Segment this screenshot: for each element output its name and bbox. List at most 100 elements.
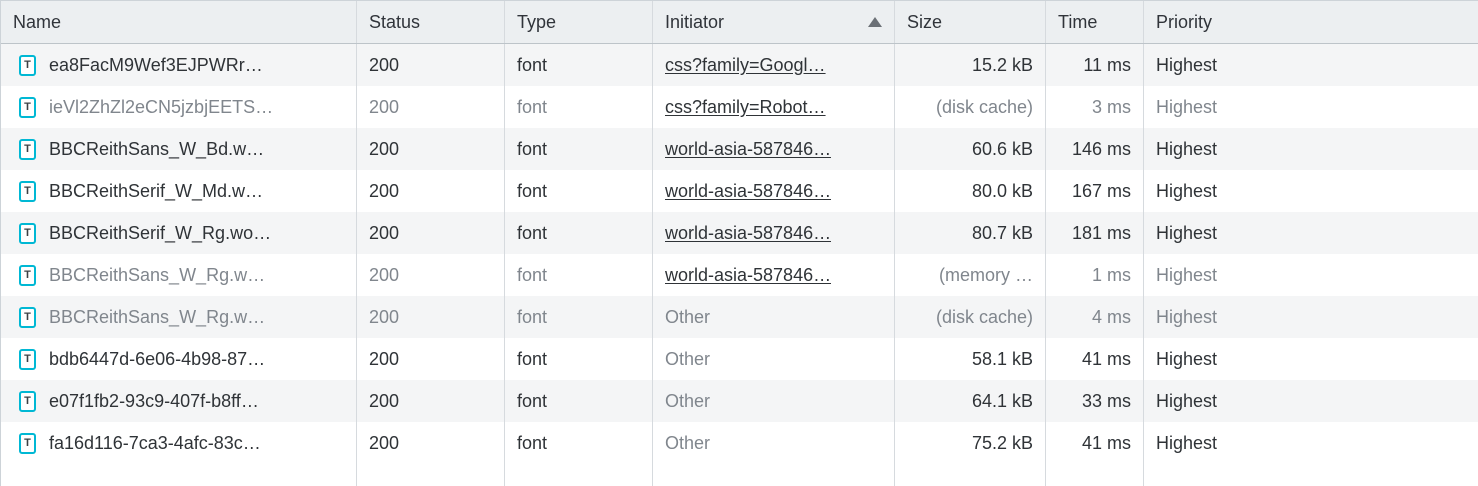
cell-priority-text: Highest (1156, 432, 1218, 453)
resource-name: BBCReithSans_W_Rg.w… (49, 306, 266, 327)
cell-time: 4 ms (1046, 296, 1144, 338)
cell-priority: Highest (1144, 44, 1478, 86)
cell-initiator[interactable]: world-asia-587846… (653, 254, 895, 296)
cell-initiator[interactable]: Other (653, 380, 895, 422)
cell-type: font (505, 170, 653, 212)
cell-status: 200 (357, 170, 505, 212)
font-resource-icon: T (19, 348, 36, 370)
cell-size: 75.2 kB (895, 422, 1046, 464)
sort-ascending-triangle-icon[interactable] (868, 17, 882, 27)
cell-initiator[interactable]: Other (653, 296, 895, 338)
font-resource-icon: T (19, 306, 36, 328)
cell-name[interactable]: T BBCReithSans_W_Rg.w… (1, 254, 357, 296)
cell-status: 200 (357, 44, 505, 86)
resource-name: BBCReithSans_W_Rg.w… (49, 264, 266, 285)
cell-initiator[interactable]: world-asia-587846… (653, 212, 895, 254)
cell-priority: Highest (1144, 296, 1478, 338)
cell-priority-text: Highest (1156, 348, 1218, 369)
cell-priority: Highest (1144, 86, 1478, 128)
empty-cell (653, 464, 895, 486)
cell-initiator[interactable]: Other (653, 422, 895, 464)
cell-status: 200 (357, 338, 505, 380)
cell-time: 41 ms (1046, 338, 1144, 380)
cell-status-text: 200 (369, 390, 400, 411)
initiator-link[interactable]: css?family=Googl… (665, 54, 826, 75)
cell-initiator[interactable]: world-asia-587846… (653, 170, 895, 212)
cell-name[interactable]: T BBCReithSans_W_Bd.w… (1, 128, 357, 170)
cell-initiator[interactable]: Other (653, 338, 895, 380)
column-header-label: Status (369, 11, 421, 32)
cell-status: 200 (357, 128, 505, 170)
initiator-label: Other (665, 306, 711, 327)
font-resource-icon: T (19, 390, 36, 412)
column-header-time[interactable]: Time (1046, 1, 1144, 43)
cell-size: (disk cache) (895, 296, 1046, 338)
cell-initiator[interactable]: world-asia-587846… (653, 128, 895, 170)
resource-name: ieVl2ZhZl2eCN5jzbjEETS… (49, 96, 274, 117)
table-row[interactable]: T BBCReithSans_W_Rg.w… 200 font world-asia-5… (1, 254, 1478, 296)
resource-name: BBCReithSerif_W_Rg.wo… (49, 222, 272, 243)
cell-time-text: 4 ms (1091, 306, 1131, 327)
resource-name: BBCReithSans_W_Bd.w… (49, 138, 265, 159)
cell-size: 80.0 kB (895, 170, 1046, 212)
cell-type: font (505, 44, 653, 86)
cell-time: 167 ms (1046, 170, 1144, 212)
empty-cell (357, 464, 505, 486)
cell-status: 200 (357, 212, 505, 254)
cell-status-text: 200 (369, 138, 400, 159)
table-header-row: Name Status Type Initiator Size Time Priority (1, 1, 1478, 44)
column-header-name[interactable]: Name (1, 1, 357, 43)
cell-initiator[interactable]: css?family=Robot… (653, 86, 895, 128)
cell-name[interactable]: T BBCReithSerif_W_Rg.wo… (1, 212, 357, 254)
cell-time: 1 ms (1046, 254, 1144, 296)
cell-size-text: 80.7 kB (971, 222, 1033, 243)
cell-status-text: 200 (369, 264, 400, 285)
cell-size-text: 64.1 kB (971, 390, 1033, 411)
initiator-link[interactable]: world-asia-587846… (665, 180, 832, 201)
initiator-link[interactable]: world-asia-587846… (665, 264, 832, 285)
column-header-size[interactable]: Size (895, 1, 1046, 43)
initiator-link[interactable]: css?family=Robot… (665, 96, 826, 117)
column-header-initiator[interactable]: Initiator (653, 1, 895, 43)
cell-time-text: 3 ms (1091, 96, 1131, 117)
table-row[interactable]: T BBCReithSans_W_Bd.w… 200 font world-asia-5… (1, 128, 1478, 170)
cell-priority-text: Highest (1156, 264, 1218, 285)
cell-type: font (505, 380, 653, 422)
column-header-priority[interactable]: Priority (1144, 1, 1478, 43)
cell-initiator[interactable]: css?family=Googl… (653, 44, 895, 86)
initiator-link[interactable]: world-asia-587846… (665, 138, 832, 159)
table-row[interactable]: T BBCReithSans_W_Rg.w… 200 font Other (disk c… (1, 296, 1478, 338)
cell-name[interactable]: T BBCReithSans_W_Rg.w… (1, 296, 357, 338)
font-resource-icon: T (19, 54, 36, 76)
table-row[interactable]: T BBCReithSerif_W_Rg.wo… 200 font world-asia… (1, 212, 1478, 254)
cell-size-text: 80.0 kB (971, 180, 1033, 201)
cell-priority-text: Highest (1156, 180, 1218, 201)
cell-time: 11 ms (1046, 44, 1144, 86)
column-header-status[interactable]: Status (357, 1, 505, 43)
font-resource-icon: T (19, 222, 36, 244)
cell-name[interactable]: T BBCReithSerif_W_Md.w… (1, 170, 357, 212)
initiator-label: Other (665, 390, 711, 411)
column-header-label: Priority (1156, 11, 1213, 32)
cell-time: 3 ms (1046, 86, 1144, 128)
cell-type: font (505, 338, 653, 380)
cell-type-text: font (517, 222, 548, 243)
cell-time-text: 33 ms (1081, 390, 1131, 411)
cell-size-text: (disk cache) (935, 96, 1033, 117)
cell-time: 181 ms (1046, 212, 1144, 254)
column-header-type[interactable]: Type (505, 1, 653, 43)
initiator-link[interactable]: world-asia-587846… (665, 222, 832, 243)
cell-type-text: font (517, 348, 548, 369)
table-row[interactable]: T BBCReithSerif_W_Md.w… 200 font world-asia-… (1, 170, 1478, 212)
